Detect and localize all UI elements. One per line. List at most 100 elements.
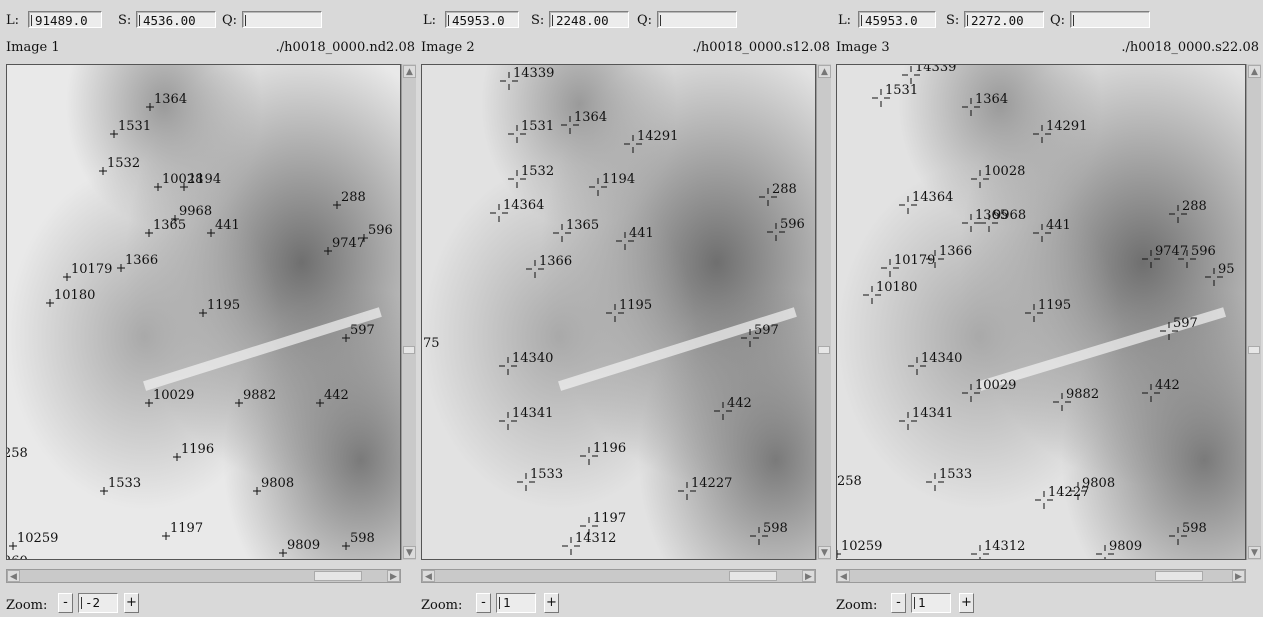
tiepoint-marker: 10180 (46, 288, 95, 307)
tiepoint-label: 596 (780, 217, 805, 232)
zoom-label: Zoom: (836, 598, 878, 613)
image-filename: ./h0018_0000.s12.08 (692, 40, 830, 55)
tiepoint-marker: 1195 (606, 298, 652, 322)
tiepoint-label: 14339 (915, 65, 956, 75)
zoom-in-button[interactable]: + (544, 593, 559, 613)
tiepoint-label: 288 (1182, 199, 1207, 214)
tiepoint-marker: 1194 (589, 172, 635, 196)
vertical-scrollbar[interactable]: ▲ ▼ (401, 64, 416, 560)
image-panel-1: L: 91489.0 S: 4536.00 Q: Image 1 ./h0018… (0, 0, 416, 617)
q-field[interactable] (657, 11, 737, 28)
zoom-field[interactable]: 1 (496, 593, 536, 613)
vertical-scrollbar[interactable]: ▲ ▼ (1246, 64, 1261, 560)
tiepoint-marker: 75 (423, 336, 440, 351)
tiepoint-marker: 598 (750, 521, 788, 545)
image-view[interactable]: 1364 1531 1532 10028 1194 9968 1365 441 288 596 97… (6, 64, 401, 560)
tiepoint-label: 10259 (17, 531, 58, 546)
scroll-up-icon[interactable]: ▲ (818, 65, 831, 78)
vertical-scroll-thumb[interactable] (1248, 346, 1260, 354)
l-field[interactable]: 45953.0 (858, 11, 936, 28)
tiepoint-marker: 598 (1169, 521, 1207, 545)
tiepoint-marker: 1533 (517, 467, 563, 491)
zoom-out-button[interactable]: - (891, 593, 906, 613)
horizontal-scroll-thumb[interactable] (1155, 571, 1203, 581)
tiepoint-marker: 14291 (624, 129, 678, 153)
tiepoint-label: 9809 (287, 538, 320, 553)
tiepoint-label: 442 (1155, 378, 1180, 393)
scroll-left-icon[interactable]: ◀ (7, 570, 20, 582)
horizontal-scrollbar[interactable]: ◀ ▶ (421, 569, 816, 583)
zoom-in-button[interactable]: + (124, 593, 139, 613)
tiepoint-label: 14291 (637, 129, 678, 144)
tiepoint-marker: 14340 (908, 351, 962, 375)
q-field[interactable] (242, 11, 322, 28)
tiepoint-marker: 596 (1178, 244, 1216, 268)
horizontal-scroll-thumb[interactable] (729, 571, 777, 581)
zoom-field[interactable]: 1 (911, 593, 951, 613)
tiepoint-label: 14227 (691, 476, 732, 491)
s-field[interactable]: 2248.00 (549, 11, 629, 28)
image-canvas[interactable]: 14339 1531 1364 14291 1532 1194 288 14364 1365 44… (422, 65, 815, 559)
horizontal-scrollbar[interactable]: ◀ ▶ (6, 569, 401, 583)
tiepoint-marker: 1364 (561, 110, 607, 134)
tiepoint-label: 1197 (170, 521, 203, 536)
tiepoint-marker: 10028 (971, 164, 1025, 188)
field-bar: L: 45953.0 S: 2272.00 Q: (830, 8, 1263, 32)
zoom-out-button[interactable]: - (58, 593, 73, 613)
tiepoint-marker: 9882 (235, 388, 276, 407)
horizontal-scrollbar[interactable]: ◀ ▶ (836, 569, 1246, 583)
tiepoint-label: 1364 (154, 92, 187, 107)
scroll-left-icon[interactable]: ◀ (422, 570, 435, 582)
scroll-right-icon[interactable]: ▶ (1232, 570, 1245, 582)
tiepoint-label: 14340 (512, 351, 553, 366)
tiepoint-marker: 258 (837, 474, 862, 489)
scroll-down-icon[interactable]: ▼ (818, 546, 831, 559)
l-field[interactable]: 91489.0 (28, 11, 102, 28)
zoom-in-button[interactable]: + (959, 593, 974, 613)
tiepoint-label: 10179 (71, 262, 112, 277)
zoom-field[interactable]: -2 (78, 593, 118, 613)
tiepoint-label: 14341 (512, 406, 553, 421)
image-view[interactable]: 14339 1531 1364 14291 10028 14364 288 1365 9968 4… (836, 64, 1246, 560)
s-field[interactable]: 2272.00 (964, 11, 1044, 28)
tiepoint-marker: 1533 (926, 467, 972, 491)
l-field[interactable]: 45953.0 (445, 11, 519, 28)
vertical-scroll-thumb[interactable] (403, 346, 415, 354)
image-title: Image 3 (836, 40, 890, 55)
tiepoint-marker: 1365 (962, 208, 1008, 232)
tiepoint-label: 10180 (54, 288, 95, 303)
image-view[interactable]: 14339 1531 1364 14291 1532 1194 288 14364 1365 44… (421, 64, 816, 560)
tiepoint-label: 9808 (1082, 476, 1115, 491)
tiepoint-label: 14312 (984, 539, 1025, 554)
tiepoint-label: 9968 (993, 208, 1026, 223)
scroll-down-icon[interactable]: ▼ (1248, 546, 1261, 559)
scroll-left-icon[interactable]: ◀ (837, 570, 850, 582)
scroll-right-icon[interactable]: ▶ (387, 570, 400, 582)
q-field[interactable] (1070, 11, 1150, 28)
tiepoint-marker: 14312 (562, 531, 616, 555)
tiepoint-label: 288 (772, 182, 797, 197)
tiepoint-marker: 14291 (1033, 119, 1087, 143)
tiepoint-marker: 441 (207, 218, 240, 237)
tiepoint-marker: 441 (1033, 218, 1071, 242)
image-filename: ./h0018_0000.s22.08 (1121, 40, 1259, 55)
vertical-scrollbar[interactable]: ▲ ▼ (816, 64, 831, 560)
scroll-down-icon[interactable]: ▼ (403, 546, 416, 559)
tiepoint-label: 597 (350, 323, 375, 338)
scroll-up-icon[interactable]: ▲ (403, 65, 416, 78)
s-label: S: (118, 13, 132, 28)
s-field[interactable]: 4536.00 (136, 11, 216, 28)
tiepoint-label: 598 (1182, 521, 1207, 536)
scroll-up-icon[interactable]: ▲ (1248, 65, 1261, 78)
tiepoint-marker: 1194 (180, 172, 221, 191)
vertical-scroll-thumb[interactable] (818, 346, 830, 354)
tiepoint-marker: 14312 (971, 539, 1025, 559)
horizontal-scroll-thumb[interactable] (314, 571, 362, 581)
zoom-out-button[interactable]: - (476, 593, 491, 613)
tiepoint-label: 14227 (1048, 485, 1089, 500)
tiepoint-label: 14291 (1046, 119, 1087, 134)
scroll-right-icon[interactable]: ▶ (802, 570, 815, 582)
tiepoint-label: 1366 (539, 254, 572, 269)
